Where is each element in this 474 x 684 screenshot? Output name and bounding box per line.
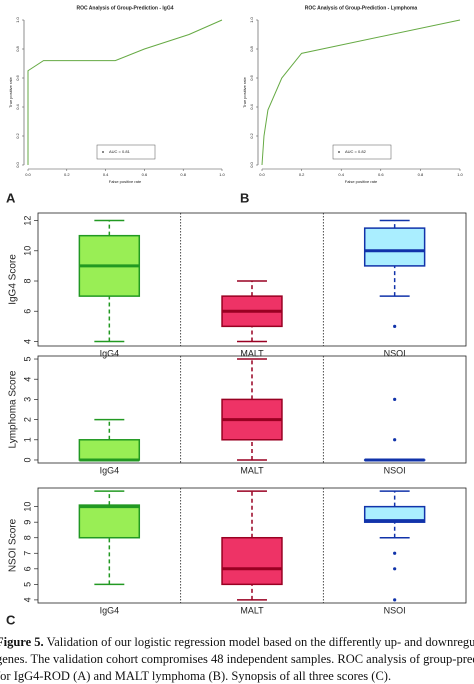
x-tick-label: MALT (240, 465, 264, 475)
x-tick-label: NSOI (384, 605, 406, 615)
outlier (393, 324, 397, 328)
box (78, 504, 141, 539)
caption-text: Validation of our logistic regression mo… (43, 635, 474, 649)
charts: ROC Analysis of Group-Prediction - IgG4 0… (6, 5, 467, 627)
x-tick-label: NSOI (384, 465, 406, 475)
x-tick-label: 0.4 (103, 172, 109, 177)
x-tick-label: 0.0 (25, 172, 31, 177)
y-tick-label: 4 (22, 377, 32, 382)
y-tick-label: 0.6 (15, 74, 20, 80)
legend-marker (338, 151, 340, 153)
y-tick-label: 6 (22, 566, 32, 571)
panel-label: A (6, 190, 16, 205)
y-axis-label: IgG4 Score (8, 254, 19, 305)
roc-line (27, 19, 223, 165)
outlier (393, 567, 397, 571)
panel-label: C (6, 612, 16, 627)
plot-frame (37, 355, 467, 464)
y-tick-label: 3 (22, 397, 32, 402)
y-tick-label: 5 (22, 357, 32, 362)
y-axis-label: True positive rate (242, 76, 247, 108)
x-axis-label: False positive rate (109, 179, 142, 184)
caption-line: Figure 5. Validation of our logistic reg… (0, 635, 474, 650)
legend-marker (102, 151, 104, 153)
x-tick-label: MALT (240, 605, 264, 615)
y-tick-label: 4 (22, 597, 32, 602)
y-tick-label: 0.6 (249, 74, 254, 80)
chart-title: ROC Analysis of Group-Prediction - Lymph… (305, 5, 418, 11)
outlier (393, 598, 397, 602)
y-tick-label: 0.4 (249, 103, 254, 109)
y-tick-label: 0.2 (249, 132, 254, 138)
y-tick-label: 6 (22, 309, 32, 314)
box (363, 505, 426, 523)
x-tick-label: IgG4 (100, 348, 120, 358)
y-tick-label: 10 (22, 246, 32, 256)
legend-box (332, 144, 392, 160)
y-tick-label: 1.0 (15, 16, 20, 22)
x-tick-label: 1.0 (219, 172, 225, 177)
outlier (393, 438, 397, 442)
x-tick-label: NSOI (384, 348, 406, 358)
box (363, 227, 426, 267)
y-tick-label: 8 (22, 279, 32, 284)
x-tick-label: 0.8 (418, 172, 424, 177)
legend-box (96, 144, 156, 160)
x-tick-label: IgG4 (100, 605, 120, 615)
outlier (393, 551, 397, 555)
chart-title: ROC Analysis of Group-Prediction - IgG4 (76, 5, 173, 11)
box (221, 536, 283, 586)
y-tick-label: 12 (22, 216, 32, 226)
x-tick-label: 1.0 (457, 172, 463, 177)
panel-label: B (240, 190, 249, 205)
y-tick-label: 1.0 (249, 16, 254, 22)
x-tick-label: MALT (240, 348, 264, 358)
box (78, 439, 141, 461)
x-tick-label: 0.2 (299, 172, 305, 177)
x-tick-label: 0.6 (378, 172, 384, 177)
x-tick-label: 0.6 (142, 172, 148, 177)
y-tick-label: 0.0 (15, 161, 20, 167)
y-tick-label: 1 (22, 437, 32, 442)
y-tick-label: 10 (22, 502, 32, 512)
x-tick-label: 0.4 (338, 172, 344, 177)
caption-line: genes. The validation cohort compromises… (0, 652, 474, 666)
y-tick-label: 0.8 (15, 45, 20, 51)
caption-lead: Figure 5. (0, 635, 44, 649)
y-tick-label: 9 (22, 520, 32, 525)
y-tick-label: 0.2 (15, 132, 20, 138)
plot-frame (37, 212, 467, 347)
x-tick-label: 0.0 (259, 172, 265, 177)
y-tick-label: 0.4 (15, 103, 20, 109)
x-tick-label: IgG4 (100, 465, 120, 475)
x-tick-label: 0.8 (180, 172, 186, 177)
y-tick-label: 0.0 (249, 161, 254, 167)
y-axis-label: Lymphoma Score (8, 370, 19, 448)
y-tick-label: 4 (22, 339, 32, 344)
y-axis-label: True positive rate (8, 76, 13, 108)
y-tick-label: 0 (22, 457, 32, 462)
x-axis-label: False positive rate (345, 179, 378, 184)
legend-label: AUC = 0.81 (109, 149, 131, 154)
y-tick-label: 2 (22, 417, 32, 422)
y-tick-label: 0.8 (249, 45, 254, 51)
y-tick-label: 8 (22, 535, 32, 540)
y-tick-label: 7 (22, 551, 32, 556)
y-tick-label: 5 (22, 582, 32, 587)
x-tick-label: 0.2 (64, 172, 70, 177)
plot-frame (37, 487, 467, 604)
outlier (393, 397, 397, 402)
caption-line: for IgG4-ROD (A) and MALT lymphoma (B). … (0, 669, 392, 683)
legend-label: AUC = 0.82 (345, 149, 367, 154)
roc-line (261, 19, 461, 166)
y-axis-label: NSOI Score (8, 518, 19, 572)
